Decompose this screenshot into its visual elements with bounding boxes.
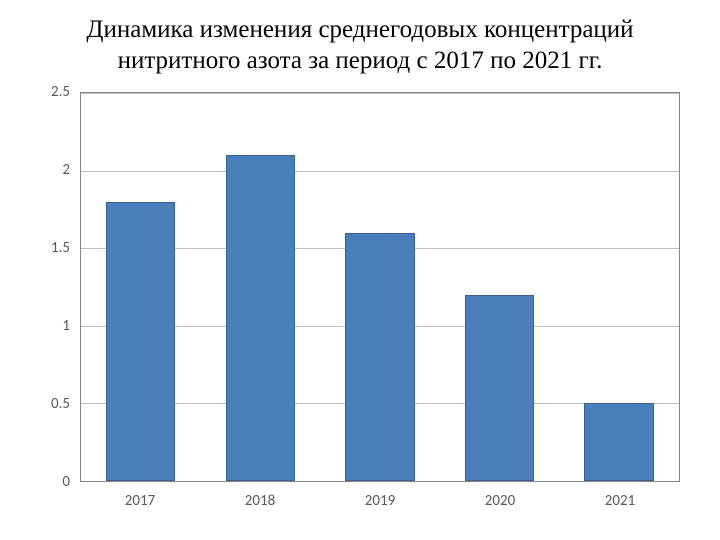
y-tick-label: 2.5 bbox=[51, 83, 70, 101]
chart-title: Динамика изменения среднегодовых концент… bbox=[0, 0, 720, 77]
y-axis-labels: 00.511.522.5 bbox=[30, 92, 76, 482]
y-tick-label: 0 bbox=[62, 473, 70, 491]
x-axis-labels: 20172018201920202021 bbox=[80, 486, 680, 522]
bar-slot bbox=[320, 93, 440, 481]
bar-slot bbox=[201, 93, 321, 481]
y-tick-label: 0.5 bbox=[51, 395, 70, 413]
x-tick-label: 2018 bbox=[200, 486, 320, 522]
y-tick-label: 1.5 bbox=[51, 239, 70, 257]
bar-chart: 00.511.522.5 20172018201920202021 bbox=[30, 92, 690, 522]
x-tick-label: 2019 bbox=[320, 486, 440, 522]
y-tick-label: 2 bbox=[62, 161, 70, 179]
x-tick-label: 2017 bbox=[80, 486, 200, 522]
chart-title-line2: нитритного азота за период с 2017 по 202… bbox=[118, 47, 603, 74]
bar bbox=[106, 202, 175, 481]
x-tick-label: 2020 bbox=[440, 486, 560, 522]
slide: Динамика изменения среднегодовых концент… bbox=[0, 0, 720, 540]
bar bbox=[465, 295, 534, 481]
x-tick-label: 2021 bbox=[560, 486, 680, 522]
bar bbox=[226, 155, 295, 481]
bar bbox=[345, 233, 414, 481]
bar-slot bbox=[81, 93, 201, 481]
bar-slot bbox=[440, 93, 560, 481]
bar-slot bbox=[559, 93, 679, 481]
chart-title-line1: Динамика изменения среднегодовых концент… bbox=[86, 16, 633, 43]
bar bbox=[584, 403, 653, 481]
plot-area bbox=[80, 92, 680, 482]
y-tick-label: 1 bbox=[62, 317, 70, 335]
bars-layer bbox=[81, 93, 679, 481]
